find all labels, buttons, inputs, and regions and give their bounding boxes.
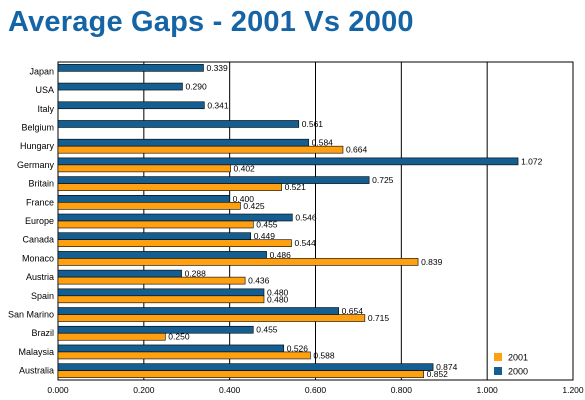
bar-2001: [57, 164, 231, 173]
bar-2000: [57, 157, 519, 166]
x-tick-labels: 0.000 0.200 0.400 0.600 0.800 1.000 1.200: [47, 385, 584, 395]
bar-2000: [57, 194, 230, 203]
category-label: Malaysia: [18, 347, 54, 357]
bar-2000: [57, 325, 254, 334]
category-label: Monaco: [22, 253, 54, 263]
value-label-2000: 0.449: [254, 231, 276, 241]
bar-2001: [57, 276, 246, 285]
value-label-2000: 0.725: [372, 175, 394, 185]
value-label-2000: 0.480: [267, 287, 289, 297]
x-tick-label: 0.400: [219, 385, 241, 395]
value-label-2001: 0.664: [346, 145, 368, 155]
value-label-2001: 0.521: [285, 182, 307, 192]
value-label-2001: 0.839: [421, 257, 443, 267]
bar-2000: [57, 232, 251, 241]
legend-swatch-2000: [494, 367, 502, 375]
bar-2001: [57, 295, 265, 304]
x-tick-label: 0.200: [133, 385, 155, 395]
value-label-2000: 0.455: [256, 325, 278, 335]
value-label-2000: 0.486: [270, 250, 292, 260]
bar-2001: [57, 314, 366, 322]
x-tick-label: 1.000: [477, 385, 499, 395]
bar-2001: [57, 145, 344, 154]
bar-2000: [57, 176, 370, 184]
category-label: Australia: [19, 366, 54, 376]
bar-2001: [57, 220, 254, 229]
bar-2001: [57, 332, 166, 341]
bar-2000: [57, 64, 204, 72]
x-tick-label: 0.800: [391, 385, 413, 395]
category-label: Europe: [25, 216, 54, 226]
value-label-2001: 0.455: [256, 220, 278, 230]
bar-2000: [57, 101, 205, 110]
bar-2001: [57, 370, 424, 378]
value-label-2000: 0.561: [302, 119, 324, 129]
category-label: Spain: [31, 291, 54, 301]
x-tick-label: 0.000: [47, 385, 69, 395]
value-label-2000: 0.584: [312, 138, 334, 148]
value-label-2000: 0.654: [342, 306, 364, 316]
bar-2000: [57, 269, 182, 278]
value-label-2000: 0.400: [233, 194, 255, 204]
chart-title: Average Gaps - 2001 Vs 2000: [8, 6, 414, 38]
value-label-2000: 0.288: [185, 269, 207, 279]
value-label-2000: 0.546: [295, 213, 317, 223]
value-label-2000: 0.290: [185, 82, 207, 92]
value-label-2000: 0.526: [287, 343, 309, 353]
category-label: Austria: [26, 272, 54, 282]
category-label: Belgium: [21, 122, 54, 132]
bar-2000: [57, 363, 434, 371]
category-label: San Marino: [8, 310, 54, 320]
category-label: Japan: [29, 66, 54, 76]
value-label-2000: 0.341: [207, 100, 229, 110]
bar-2001: [57, 183, 282, 191]
bar-2000: [57, 288, 265, 297]
category-label: France: [26, 197, 54, 207]
value-label-2000: 0.339: [206, 63, 228, 73]
bars: [57, 64, 519, 378]
value-label-2001: 0.402: [234, 163, 256, 173]
bar-2000: [57, 138, 309, 147]
legend: 2001 2000: [494, 353, 528, 377]
bar-2000: [57, 344, 285, 353]
value-label-2001: 0.715: [368, 313, 390, 323]
value-label-2000: 1.072: [521, 156, 543, 166]
x-tick-label: 1.200: [562, 385, 584, 395]
value-label-2001: 0.250: [168, 332, 190, 342]
bar-2000: [57, 82, 183, 91]
category-labels: Japan USA Italy Belgium Hungary Germany Britai…: [8, 66, 55, 375]
category-label: USA: [35, 85, 54, 95]
bar-2001: [57, 239, 292, 248]
value-label-2000: 0.874: [436, 362, 458, 372]
legend-label-2001: 2001: [508, 353, 528, 363]
value-label-2001: 0.852: [427, 369, 449, 379]
value-label-2001: 0.544: [294, 238, 316, 248]
category-label: Hungary: [20, 141, 55, 151]
value-label-2001: 0.480: [267, 294, 289, 304]
bar-2001: [57, 258, 419, 266]
category-label: Germany: [17, 160, 55, 170]
category-label: Britain: [28, 179, 54, 189]
value-label-2001: 0.425: [243, 201, 265, 211]
bar-2001: [57, 201, 241, 210]
value-label-2001: 0.588: [313, 350, 335, 360]
category-label: Canada: [22, 235, 54, 245]
legend-swatch-2001: [494, 353, 502, 361]
bar-2000: [57, 251, 267, 259]
category-label: Italy: [37, 104, 54, 114]
bar-2000: [57, 307, 339, 315]
bar-2000: [57, 120, 300, 128]
legend-label-2000: 2000: [508, 367, 528, 377]
category-label: Brazil: [31, 328, 54, 338]
value-label-2001: 0.436: [248, 276, 270, 286]
bar-2001: [57, 351, 311, 360]
x-tick-label: 0.600: [305, 385, 327, 395]
